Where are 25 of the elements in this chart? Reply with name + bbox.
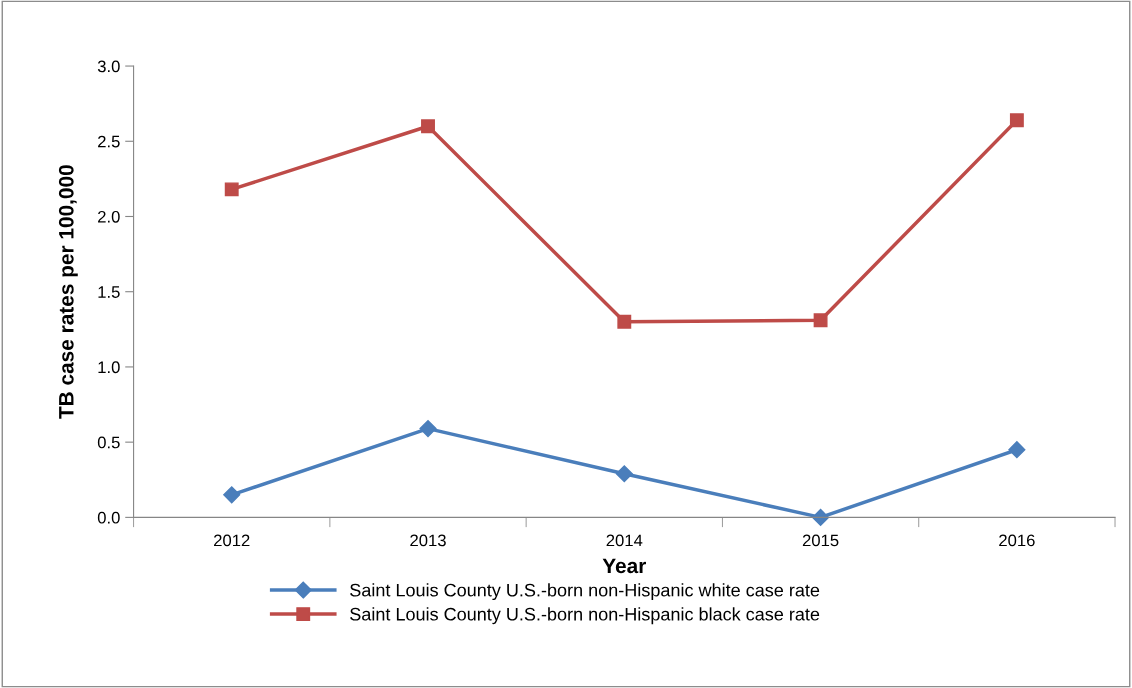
y-tick-label: 1.0 xyxy=(98,361,120,374)
point xyxy=(419,420,437,438)
point xyxy=(1008,441,1026,459)
x-tick-label: 2015 xyxy=(802,534,839,547)
y-tick-label: 0.0 xyxy=(97,511,120,524)
x-tick-label: 2014 xyxy=(606,534,643,547)
point xyxy=(617,314,632,329)
point xyxy=(224,182,239,197)
y-axis-title: TB case rates per 100,000 xyxy=(58,165,78,419)
x-tick-label: 2016 xyxy=(999,534,1035,547)
point xyxy=(223,486,241,504)
point xyxy=(615,465,633,483)
y-tick-label: 1.5 xyxy=(98,286,120,298)
x-tick-label: 2012 xyxy=(214,534,250,547)
point xyxy=(421,119,435,134)
y-tick-label: 2.5 xyxy=(98,135,120,148)
y-tick-label: 2.0 xyxy=(98,210,120,223)
legend-label: Saint Louis County U.S.-born non-Hispanic black case rate xyxy=(350,607,820,625)
point xyxy=(813,313,828,328)
point xyxy=(1009,113,1024,128)
y-tick-label: 0.5 xyxy=(97,436,120,449)
y-tick-label: 3.0 xyxy=(97,60,120,73)
legend-label: Saint Louis County U.S.-born non-Hispanic white case rate xyxy=(350,583,820,601)
x-axis-title: Year xyxy=(602,558,646,574)
x-tick-label: 2013 xyxy=(410,534,446,547)
